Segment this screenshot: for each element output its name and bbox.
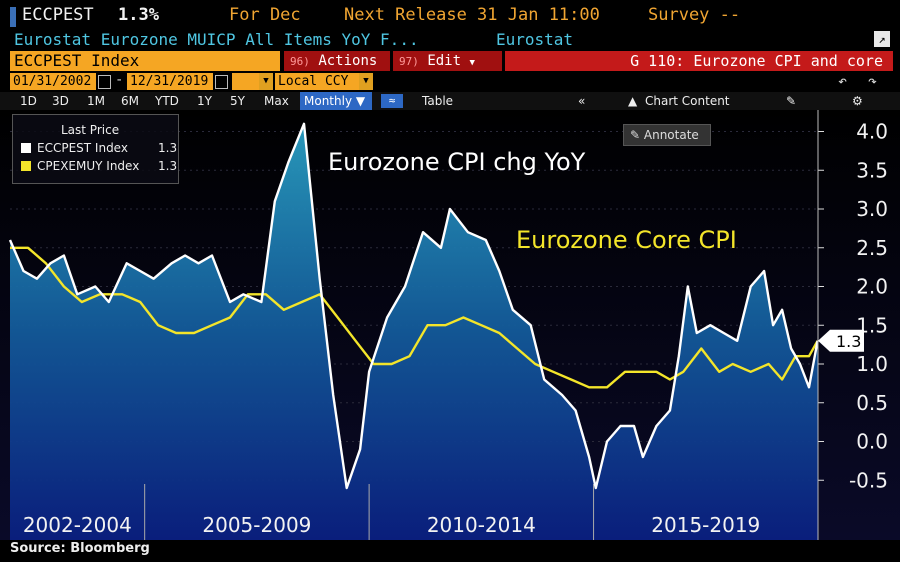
undo-icon[interactable]: ↶ (838, 72, 848, 90)
core-cpi-line (10, 246, 819, 389)
legend-header: Last Price (61, 123, 120, 137)
y-tick-label: -0.5 (849, 468, 888, 492)
last-value-tag-shape (818, 329, 864, 352)
annotate-button[interactable]: ✎ Annotate (623, 124, 711, 146)
y-tick-label: 2.0 (856, 275, 888, 299)
legend-name: CPEXEMUY Index (37, 159, 140, 173)
cpi-area (10, 123, 818, 540)
annotation-core: Eurozone Core CPI (516, 226, 737, 254)
period-1y[interactable]: 1Y (197, 94, 212, 108)
x-axis-label: 2015-2019 (651, 513, 760, 537)
y-tick-label: 0.0 (856, 430, 888, 454)
edit-button[interactable]: 97) Edit ▼ (393, 51, 502, 71)
x-axis-label: 2002-2004 (23, 513, 132, 537)
chevron-down-icon[interactable]: ▼ (359, 73, 373, 90)
security-description: Eurostat Eurozone MUICP All Items YoY F.… (14, 30, 419, 49)
legend-name: ECCPEST Index (37, 141, 128, 155)
x-axis: 2002-2004 2005-2009 2010-2014 2015-2019 (23, 513, 760, 537)
period-6m[interactable]: 6M (121, 94, 139, 108)
cpi-line (8, 122, 819, 490)
collapse-icon[interactable]: « (578, 94, 586, 108)
pencil-icon: ✎ (630, 128, 641, 142)
period-1m[interactable]: 1M (87, 94, 105, 108)
date-separator: - (115, 72, 124, 88)
frequency-select[interactable]: Monthly ▼ (300, 92, 372, 110)
currency-select[interactable]: Local CCY (275, 73, 360, 90)
end-date-input[interactable]: 12/31/2019 (127, 73, 213, 90)
edit-number: 97) (399, 55, 419, 68)
start-date-input[interactable]: 01/31/2002 (10, 73, 96, 90)
actions-label: Actions (318, 53, 378, 69)
chart-title: G 110: Eurozone CPI and core (505, 51, 893, 71)
y-axis: -0.50.00.51.01.52.02.53.03.54.0 (817, 110, 888, 540)
y-tick-label: 1.0 (856, 352, 888, 376)
security-input[interactable]: ECCPEST Index (10, 51, 280, 71)
header-row: ECCPEST 1.3% For Dec Next Release 31 Jan… (0, 0, 900, 30)
legend-value: 1.3 (158, 141, 178, 155)
y-tick-label: 4.0 (856, 120, 888, 144)
x-axis-label: 2005-2009 (202, 513, 311, 537)
survey: Survey -- (648, 5, 741, 25)
chevron-down-icon[interactable]: ▼ (259, 73, 273, 90)
source-note: Source: Bloomberg (10, 541, 150, 556)
legend-value: 1.3 (158, 159, 178, 173)
edit-icon[interactable]: ✎ (786, 94, 797, 108)
last-value-label: 1.3 (836, 332, 861, 351)
last-value: 1.3% (118, 5, 159, 25)
annotation-cpi: Eurozone CPI chg YoY (328, 148, 586, 176)
period-row: 1D 3D 1M 6M YTD 1Y 5Y Max Monthly ▼ ≈ Ta… (0, 92, 900, 110)
frequency-label: Monthly (304, 94, 353, 108)
period-max[interactable]: Max (264, 94, 289, 108)
calendar-icon[interactable] (98, 75, 111, 89)
period-ytd[interactable]: YTD (155, 94, 179, 108)
x-axis-label: 2010-2014 (427, 513, 536, 537)
annotate-label: Annotate (643, 128, 699, 142)
line-chart-icon[interactable]: ≈ (381, 94, 403, 108)
redo-icon[interactable]: ↷ (868, 72, 878, 90)
legend-swatch (21, 143, 31, 153)
period-3d[interactable]: 3D (52, 94, 69, 108)
date-row: 01/31/2002 - 12/31/2019 ▼ Local CCY ▼ ↶ … (0, 72, 900, 92)
table-button[interactable]: Table (422, 94, 454, 108)
legend-swatch (21, 161, 31, 171)
description-row: Eurostat Eurozone MUICP All Items YoY F.… (0, 30, 900, 50)
period-1d[interactable]: 1D (20, 94, 37, 108)
actions-button[interactable]: 96) Actions ▼ (284, 51, 390, 89)
edit-label: Edit (427, 53, 462, 69)
last-value-tag: 1.3 (818, 329, 864, 352)
legend-item[interactable]: ECCPEST Index 1.3 (21, 141, 177, 156)
chart-content-icon[interactable]: ▲ (628, 94, 638, 108)
y-tick-label: 0.5 (856, 391, 888, 415)
toolbar-row: ECCPEST Index 96) Actions ▼ 97) Edit ▼ G… (0, 51, 900, 89)
y-tick-label: 3.0 (856, 197, 888, 221)
calendar-icon[interactable] (215, 75, 228, 89)
y-tick-label: 2.5 (856, 236, 888, 260)
for-period: For Dec (229, 5, 301, 25)
chart-content-button[interactable]: Chart Content (645, 94, 730, 108)
y-tick-label: 3.5 (856, 158, 888, 182)
period-5y[interactable]: 5Y (230, 94, 245, 108)
source-name: Eurostat (496, 30, 574, 49)
actions-number: 96) (290, 55, 310, 68)
legend: Last Price ECCPEST Index 1.3 CPEXEMUY In… (12, 114, 179, 184)
ticker-symbol[interactable]: ECCPEST (22, 5, 94, 25)
export-icon[interactable]: ↗ (874, 31, 890, 47)
next-release: Next Release 31 Jan 11:00 (344, 5, 600, 25)
ticker-marker (10, 7, 16, 27)
chevron-down-icon: ▼ (469, 58, 475, 68)
gear-icon[interactable]: ⚙ (852, 94, 863, 108)
legend-item[interactable]: CPEXEMUY Index 1.3 (21, 159, 177, 174)
